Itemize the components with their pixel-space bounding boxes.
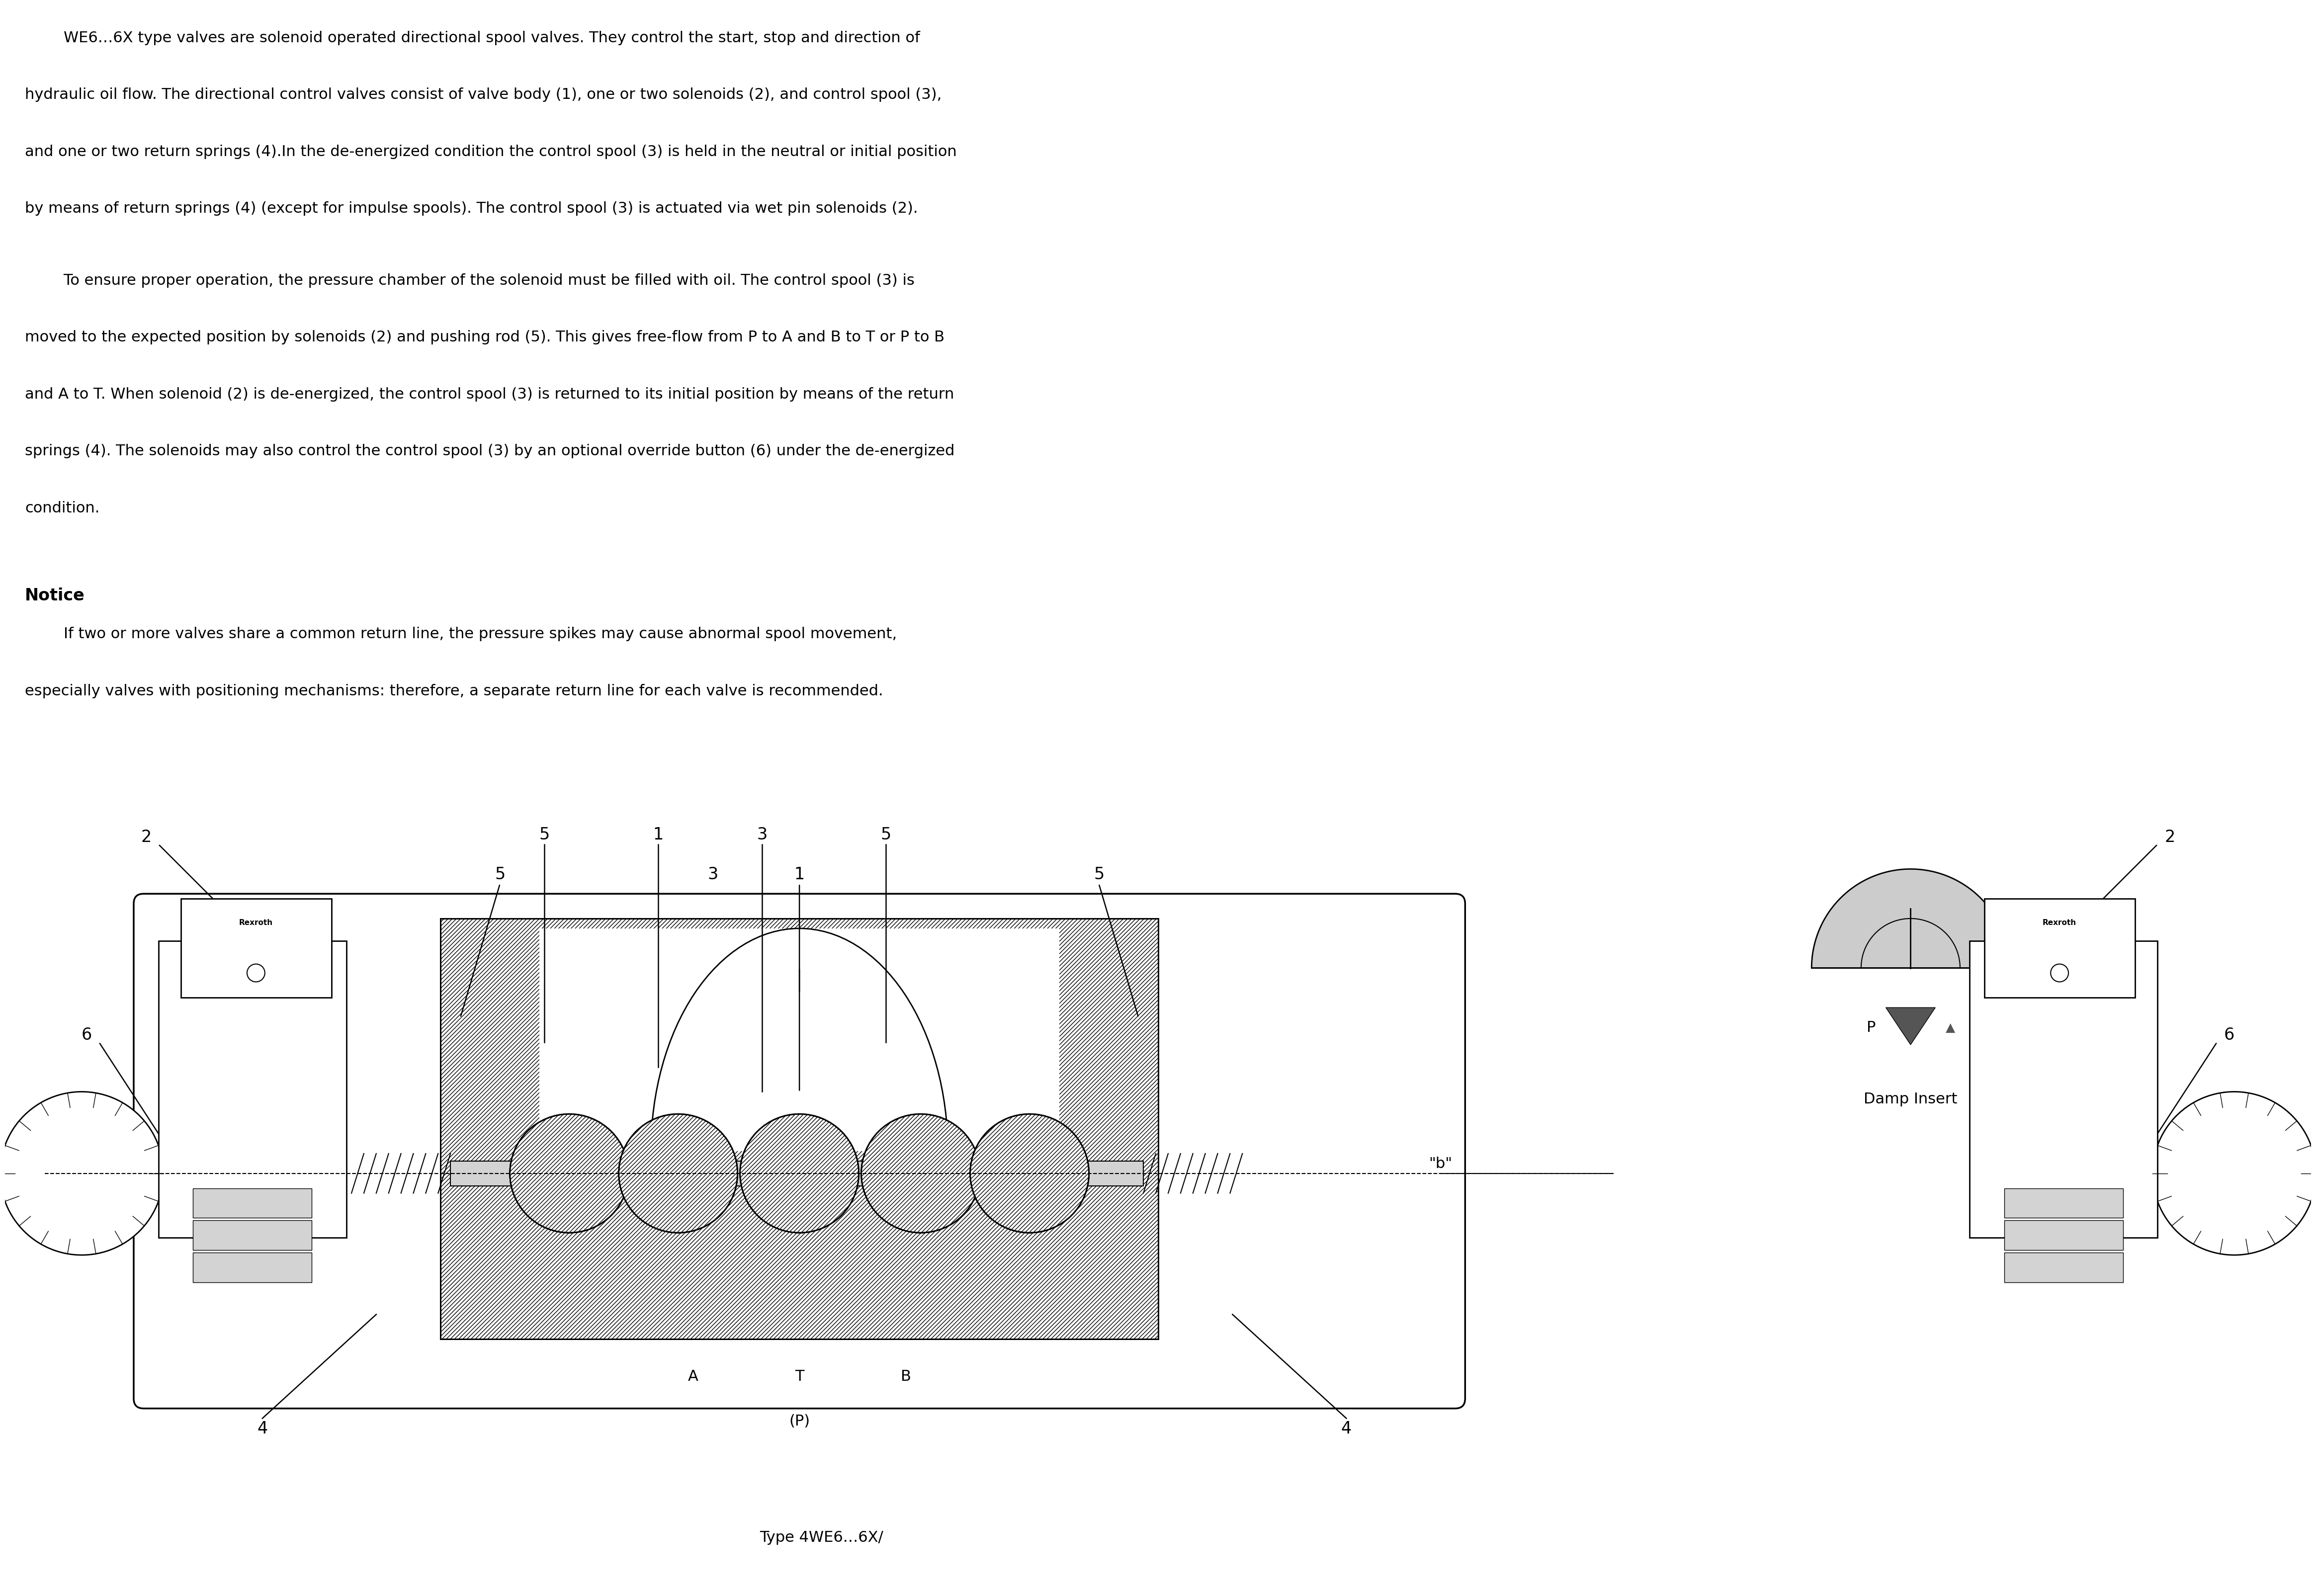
Text: 4: 4	[1341, 1420, 1353, 1436]
Text: "a": "a"	[157, 1157, 181, 1171]
Circle shape	[2152, 1092, 2316, 1254]
Text: 2: 2	[2165, 828, 2175, 846]
Text: B: B	[901, 1369, 910, 1384]
Text: 6: 6	[81, 1026, 93, 1044]
Text: 5: 5	[540, 827, 549, 843]
Bar	[2003, 1253, 2124, 1282]
Text: 5: 5	[496, 867, 505, 883]
Bar	[540, 929, 1058, 1151]
Text: condition.: condition.	[25, 501, 100, 516]
Text: by means of return springs (4) (except for impulse spools). The control spool (3: by means of return springs (4) (except f…	[25, 201, 917, 215]
Text: 3: 3	[757, 827, 767, 843]
Circle shape	[0, 1092, 164, 1254]
Text: 1: 1	[653, 827, 665, 843]
Text: P: P	[1867, 1020, 1876, 1034]
Circle shape	[2050, 964, 2068, 982]
Bar	[1969, 942, 2159, 1238]
Text: Notice: Notice	[25, 587, 86, 603]
Bar	[181, 899, 331, 998]
Text: ▲: ▲	[1945, 1021, 1955, 1034]
Text: 2: 2	[141, 828, 151, 846]
Text: T: T	[794, 1369, 804, 1384]
Text: Damp Insert: Damp Insert	[1864, 1092, 1957, 1106]
Bar	[192, 1221, 313, 1250]
Circle shape	[862, 1114, 980, 1232]
Bar	[452, 1162, 1144, 1186]
Bar	[157, 942, 347, 1238]
Circle shape	[248, 964, 264, 982]
Text: especially valves with positioning mechanisms: therefore, a separate return line: especially valves with positioning mecha…	[25, 683, 882, 697]
Text: hydraulic oil flow. The directional control valves consist of valve body (1), on: hydraulic oil flow. The directional cont…	[25, 88, 943, 102]
Bar	[2003, 1189, 2124, 1218]
Bar	[2003, 1221, 2124, 1250]
Polygon shape	[1885, 1007, 1936, 1045]
Circle shape	[510, 1114, 628, 1232]
Text: Rexroth: Rexroth	[239, 919, 273, 926]
Text: 5: 5	[880, 827, 892, 843]
Circle shape	[741, 1114, 859, 1232]
Text: If two or more valves share a common return line, the pressure spikes may cause : If two or more valves share a common ret…	[25, 627, 896, 642]
Text: 1: 1	[794, 867, 804, 883]
Text: 4: 4	[257, 1420, 269, 1436]
Text: springs (4). The solenoids may also control the control spool (3) by an optional: springs (4). The solenoids may also cont…	[25, 444, 954, 458]
Circle shape	[970, 1114, 1089, 1232]
Text: moved to the expected position by solenoids (2) and pushing rod (5). This gives : moved to the expected position by soleno…	[25, 330, 945, 345]
Bar	[192, 1189, 313, 1218]
Text: WE6…6X type valves are solenoid operated directional spool valves. They control : WE6…6X type valves are solenoid operated…	[25, 30, 919, 45]
Text: (P): (P)	[790, 1414, 811, 1428]
Polygon shape	[440, 919, 1158, 1339]
Text: "b": "b"	[1429, 1157, 1452, 1171]
Text: and one or two return springs (4).In the de-energized condition the control spoo: and one or two return springs (4).In the…	[25, 145, 957, 160]
Text: 6: 6	[2223, 1026, 2235, 1044]
Text: A: A	[688, 1369, 697, 1384]
Text: Rexroth: Rexroth	[2043, 919, 2077, 926]
Text: To ensure proper operation, the pressure chamber of the solenoid must be filled : To ensure proper operation, the pressure…	[25, 273, 915, 287]
Text: 3: 3	[706, 867, 718, 883]
Bar	[192, 1253, 313, 1282]
Text: 5: 5	[1093, 867, 1105, 883]
Polygon shape	[1811, 870, 2010, 969]
Circle shape	[618, 1114, 736, 1232]
Text: Type 4WE6…6X/: Type 4WE6…6X/	[760, 1531, 882, 1545]
Text: and A to T. When solenoid (2) is de-energized, the control spool (3) is returned: and A to T. When solenoid (2) is de-ener…	[25, 386, 954, 401]
Bar	[1985, 899, 2135, 998]
